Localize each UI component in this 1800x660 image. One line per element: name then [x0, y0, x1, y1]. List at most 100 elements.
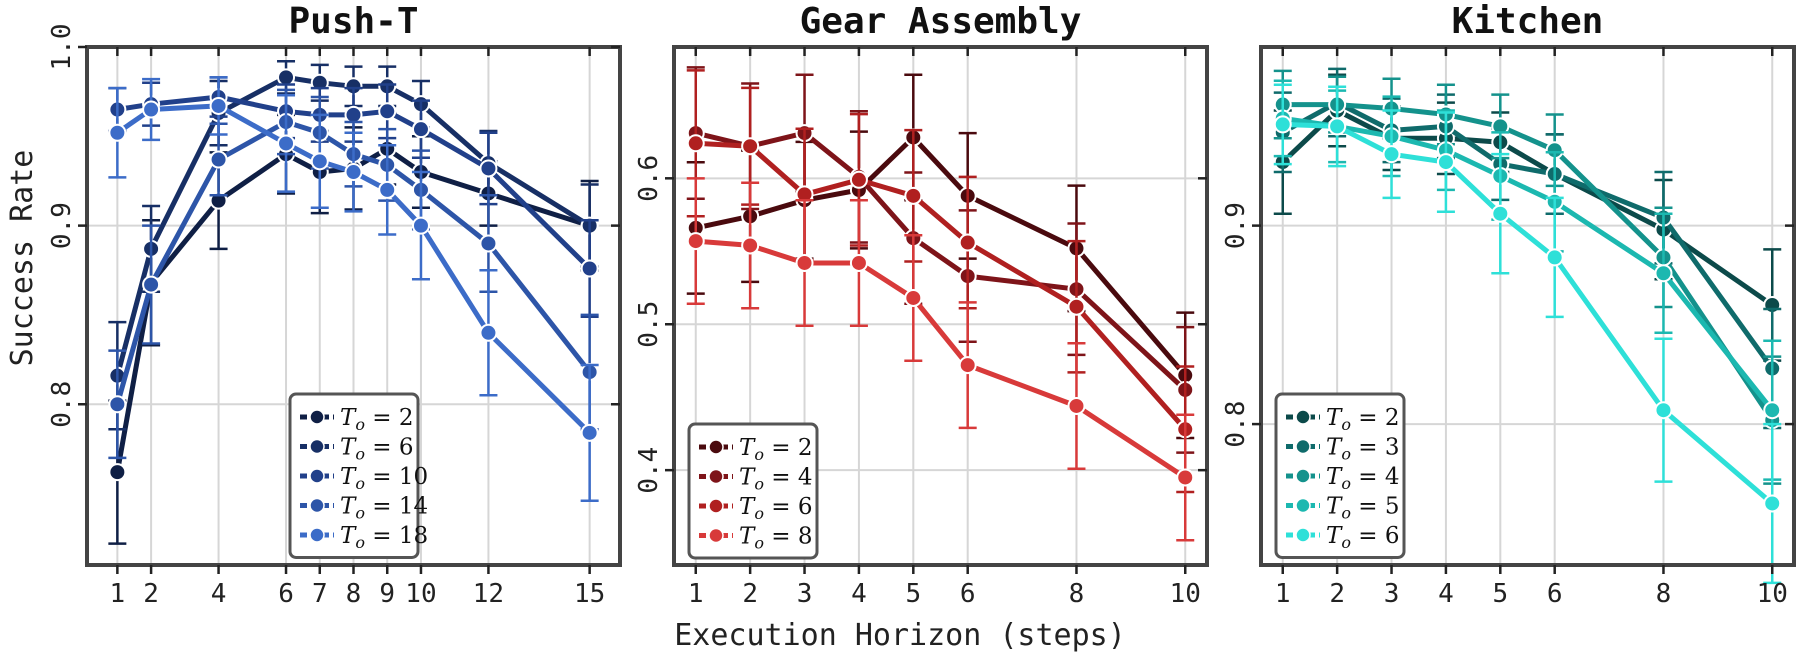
data-point — [108, 123, 127, 142]
legend-marker — [1295, 409, 1311, 425]
panel-title: Gear Assembly — [800, 1, 1082, 42]
legend: To = 2To = 4To = 6To = 8 — [687, 422, 819, 560]
legend-label: To = 2 — [340, 405, 414, 434]
data-point — [1545, 248, 1564, 267]
legend-marker — [309, 468, 325, 484]
x-tick-label: 6 — [278, 579, 294, 609]
series-line — [1281, 108, 1774, 308]
y-tick-label: 0.5 — [634, 301, 664, 348]
x-tick-label: 10 — [1170, 579, 1201, 609]
x-tick-label: 6 — [1547, 579, 1563, 609]
data-point — [479, 234, 498, 253]
x-tick-label: 1 — [110, 579, 126, 609]
data-point — [686, 232, 705, 251]
data-point — [1273, 115, 1292, 134]
plot-frame — [1259, 45, 1796, 567]
x-axis-label: Execution Horizon (steps) — [674, 618, 1126, 653]
series-line — [695, 135, 1188, 377]
data-point — [344, 163, 363, 182]
legend-label: To = 6 — [739, 494, 813, 523]
legend-marker — [1295, 497, 1311, 514]
legend-marker — [708, 468, 724, 485]
series-line — [1282, 121, 1774, 506]
chart-panels: Push-T1 2 4 6 7 8 9 10 12 150.80.91.0To = 2To = 6… — [47, 1, 1796, 609]
y-tick-label: 0.9 — [1221, 202, 1251, 249]
x-tick-label: 5 — [905, 579, 921, 609]
data-point — [849, 170, 868, 189]
legend-label: To = 10 — [340, 464, 428, 493]
x-tick-label: 7 — [312, 579, 328, 609]
legend-label: To = 4 — [739, 465, 813, 494]
series-line — [695, 140, 1188, 431]
data-point — [1067, 297, 1086, 316]
legend-label: To = 2 — [1326, 405, 1400, 434]
x-tick-label: 10 — [405, 579, 436, 609]
legend-label: To = 4 — [1326, 464, 1400, 493]
data-point — [1328, 117, 1347, 136]
panel-1: Push-T 1 2 4 6 7 8 9 10 12 15 0.8 0.9 1.0 To = 2To = 6… — [47, 1, 622, 609]
legend-marker — [309, 527, 325, 543]
x-tick-label: 10 — [1757, 579, 1788, 609]
x-tick-label: 8 — [1656, 579, 1672, 609]
data-point — [142, 275, 161, 294]
legend-marker — [1295, 468, 1311, 484]
y-tick-label: 1.0 — [47, 24, 77, 71]
panel-3: Kitchen 1 2 3 4 5 6 8 10 0.8 0.9 To = 2To = 3To = 4… — [1221, 1, 1796, 609]
legend-box — [1274, 392, 1406, 559]
data-point — [142, 100, 161, 119]
data-point — [1654, 401, 1673, 420]
data-point — [1176, 468, 1195, 487]
data-point — [849, 253, 868, 272]
x-tick-label: 2 — [143, 579, 159, 609]
series-line — [117, 94, 592, 271]
data-point — [344, 105, 363, 124]
data-point — [1763, 494, 1782, 513]
x-tick-label: 12 — [473, 579, 504, 609]
data-point — [904, 186, 923, 205]
legend-label: To = 18 — [340, 523, 428, 552]
series-5 — [1273, 83, 1782, 585]
data-point — [686, 134, 705, 153]
series-line — [115, 103, 592, 435]
legend-marker — [708, 498, 724, 514]
x-tick-label: 8 — [346, 579, 362, 609]
data-point — [411, 120, 430, 139]
data-point — [277, 68, 296, 87]
y-axis-label: Success Rate — [5, 150, 40, 367]
data-point — [741, 236, 760, 255]
x-tick-label: 9 — [379, 579, 395, 609]
data-point — [277, 134, 296, 153]
legend-label: To = 14 — [340, 494, 428, 523]
x-tick-label: 6 — [960, 579, 976, 609]
x-tick-label: 1 — [1275, 579, 1291, 609]
data-point — [1654, 264, 1673, 283]
data-point — [795, 253, 814, 272]
data-point — [1382, 145, 1401, 164]
data-point — [378, 180, 397, 199]
series-line — [695, 130, 1187, 392]
legend-marker — [309, 409, 325, 425]
x-tick-label: 2 — [1329, 579, 1345, 609]
legend-label: To = 6 — [340, 435, 414, 464]
data-point — [580, 259, 599, 278]
legend-label: To = 8 — [739, 524, 813, 553]
x-tick-label: 4 — [851, 579, 867, 609]
x-tick-label: 5 — [1492, 579, 1508, 609]
x-tick-label: 15 — [574, 579, 605, 609]
data-point — [108, 395, 127, 414]
data-point — [108, 463, 127, 482]
x-tick-label: 3 — [797, 579, 813, 609]
data-point — [741, 137, 760, 156]
series-line — [1282, 102, 1775, 422]
legend-label: To = 2 — [739, 435, 813, 464]
series-line — [1282, 115, 1775, 412]
data-point — [1067, 396, 1086, 415]
series-4 — [686, 177, 1195, 542]
y-tick-label: 0.4 — [634, 447, 664, 494]
legend-marker — [309, 497, 325, 514]
x-tick-label: 4 — [1438, 579, 1454, 609]
y-tick-label: 0.9 — [47, 202, 77, 249]
